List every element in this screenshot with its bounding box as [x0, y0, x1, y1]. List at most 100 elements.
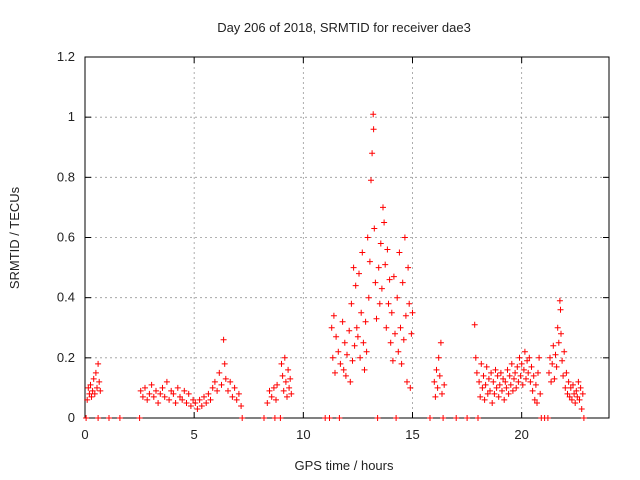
data-point — [274, 381, 281, 388]
data-point — [512, 369, 519, 376]
data-point — [399, 279, 406, 286]
data-point — [374, 415, 381, 421]
data-point — [337, 360, 344, 367]
data-point — [494, 372, 501, 379]
data-point — [389, 357, 396, 364]
data-point — [231, 384, 238, 391]
data-point — [408, 330, 415, 337]
data-point — [159, 384, 166, 391]
data-point — [361, 366, 368, 373]
data-point — [153, 387, 159, 394]
data-point — [554, 324, 561, 331]
data-point — [161, 393, 168, 400]
data-point — [477, 393, 484, 400]
data-point — [525, 369, 532, 376]
x-tick-label: 0 — [81, 427, 88, 442]
data-point — [150, 393, 157, 400]
data-point — [396, 249, 403, 256]
data-point — [359, 249, 366, 256]
data-point — [407, 384, 414, 391]
data-point — [532, 381, 539, 388]
data-point — [205, 390, 212, 397]
data-point — [362, 318, 369, 325]
data-point — [284, 393, 290, 400]
data-point — [352, 282, 359, 289]
data-point — [340, 366, 347, 373]
data-point — [392, 330, 398, 337]
data-point — [579, 390, 586, 397]
axis-ticks: 0 0.2 0.4 0.6 0.8 1 1.2 0 5 10 15 20 — [57, 49, 609, 442]
data-point — [286, 384, 293, 391]
x-axis-label: GPS time / hours — [295, 458, 394, 473]
y-axis-label: SRMTID / TECUs — [7, 186, 22, 289]
data-point — [544, 415, 551, 421]
data-point — [527, 378, 534, 385]
data-point — [211, 378, 218, 385]
data-point — [285, 366, 292, 373]
data-point — [578, 406, 585, 412]
data-point — [370, 126, 377, 133]
data-point — [83, 415, 90, 421]
data-point — [560, 372, 567, 379]
data-point — [552, 351, 559, 358]
data-point — [453, 415, 460, 421]
data-point — [383, 324, 390, 331]
data-point — [516, 354, 523, 361]
x-tick-label: 20 — [514, 427, 528, 442]
data-point — [281, 354, 288, 361]
data-point — [277, 415, 284, 421]
data-point — [517, 372, 524, 379]
data-point — [511, 375, 517, 382]
data-point — [378, 285, 385, 292]
data-point — [556, 297, 563, 304]
data-point — [481, 396, 488, 403]
data-point — [384, 246, 391, 253]
data-point — [515, 378, 522, 385]
data-point — [559, 357, 566, 364]
data-point — [370, 111, 377, 118]
data-point — [488, 369, 495, 376]
data-point — [144, 396, 151, 403]
data-point — [536, 354, 543, 361]
data-point — [346, 327, 353, 334]
data-point — [264, 400, 271, 406]
data-point — [549, 360, 556, 367]
data-point — [475, 415, 481, 421]
data-point — [344, 351, 350, 358]
data-point — [572, 400, 579, 406]
data-point — [499, 387, 505, 394]
data-point — [227, 378, 234, 385]
data-point — [433, 366, 440, 373]
y-tick-label: 0.8 — [57, 169, 75, 184]
data-point — [553, 363, 560, 370]
data-point — [356, 270, 362, 277]
data-point — [561, 348, 568, 355]
data-point — [482, 381, 489, 388]
data-point — [201, 393, 207, 400]
data-point — [502, 378, 509, 385]
data-point — [405, 264, 412, 271]
data-point — [183, 400, 190, 406]
data-point — [328, 324, 335, 331]
data-point — [431, 378, 438, 385]
data-point — [181, 387, 188, 394]
data-point — [382, 261, 389, 268]
data-point — [387, 339, 394, 346]
data-point — [436, 372, 443, 379]
data-point — [148, 381, 155, 388]
data-point — [440, 415, 447, 421]
data-point — [503, 384, 510, 391]
data-point — [480, 372, 487, 379]
data-point — [207, 396, 214, 403]
data-point — [238, 403, 245, 409]
data-point — [139, 393, 146, 400]
data-point — [190, 396, 197, 403]
y-tick-label: 0.6 — [57, 230, 75, 245]
data-point — [404, 378, 410, 385]
data-point — [395, 348, 402, 355]
data-point — [496, 381, 503, 388]
data-point — [288, 390, 295, 397]
data-point — [471, 321, 478, 328]
data-point — [530, 372, 537, 379]
data-point — [528, 363, 535, 370]
